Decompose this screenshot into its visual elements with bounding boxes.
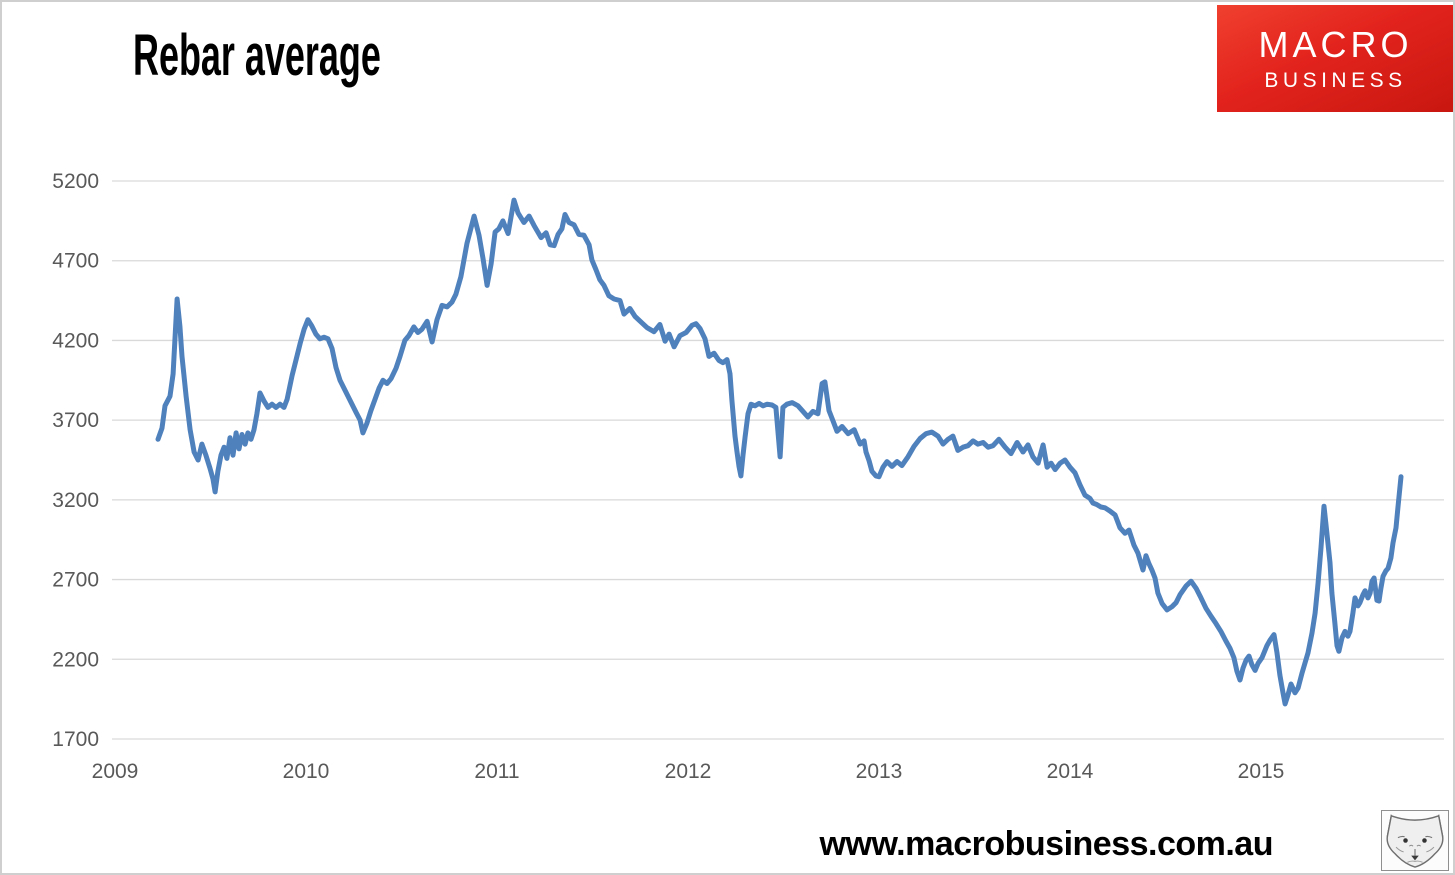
y-tick-label-2700: 2700 (52, 569, 99, 592)
y-tick-label-4700: 4700 (52, 250, 99, 273)
x-tick-label-2014: 2014 (1047, 760, 1094, 783)
fox-head-icon (1386, 814, 1444, 868)
y-tick-label-3200: 3200 (52, 489, 99, 512)
x-tick-label-2010: 2010 (283, 760, 330, 783)
x-tick-label-2015: 2015 (1238, 760, 1285, 783)
x-tick-label-2009: 2009 (92, 760, 139, 783)
price-series-line (155, 197, 1404, 707)
logo-text-business: BUSINESS (1264, 68, 1407, 92)
y-tick-label-5200: 5200 (52, 170, 99, 193)
chart-title: Rebar average (133, 23, 381, 88)
website-url: www.macrobusiness.com.au (819, 825, 1274, 863)
x-tick-label-2012: 2012 (665, 760, 712, 783)
logo-text-macro: MACRO (1258, 23, 1413, 65)
fox-logo (1381, 810, 1449, 871)
y-tick-label-2200: 2200 (52, 648, 99, 671)
y-tick-label-1700: 1700 (52, 728, 99, 751)
y-tick-label-4200: 4200 (52, 329, 99, 352)
macrobusiness-logo: MACRO BUSINESS (1217, 5, 1453, 112)
x-tick-label-2011: 2011 (474, 760, 519, 783)
y-tick-label-3700: 3700 (52, 409, 99, 432)
x-tick-label-2013: 2013 (856, 760, 903, 783)
